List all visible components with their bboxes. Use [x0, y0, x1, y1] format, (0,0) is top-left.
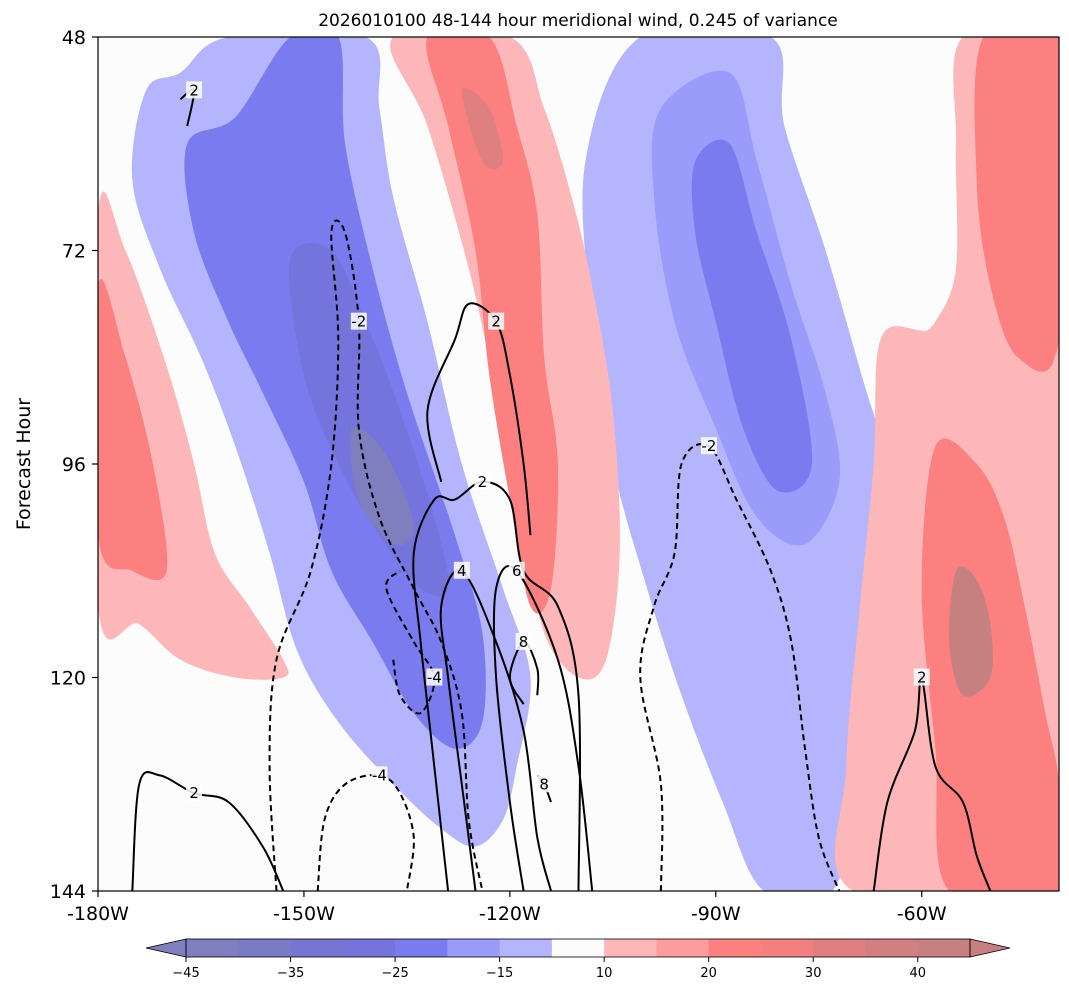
contour-label-bg — [371, 766, 388, 784]
contour-label-bg — [913, 668, 930, 686]
colorbar-segment — [447, 939, 501, 957]
pos-band-1 — [461, 87, 504, 170]
colorbar-tick-label: 30 — [805, 966, 822, 981]
contour-label-bg — [474, 472, 491, 490]
colorbar-segment — [290, 939, 344, 957]
colorbar-extend-min — [145, 938, 187, 958]
contour-label: 4 — [457, 562, 467, 580]
contour-label-bg — [350, 312, 367, 330]
contour-label: -4 — [427, 669, 442, 687]
x-tick-label: -150W — [273, 903, 335, 925]
pos-contour — [426, 302, 532, 536]
contour-label-bg — [488, 312, 505, 330]
colorbar-extend-max — [969, 938, 1011, 958]
pos-band-4 — [974, 37, 1059, 372]
colorbar-segment — [238, 939, 292, 957]
colorbar-segment — [342, 939, 396, 957]
contour-label-bg — [515, 632, 532, 650]
contour-label: 2 — [491, 313, 501, 331]
y-tick-label: 120 — [50, 668, 86, 690]
colorbar-tick-label: 10 — [596, 966, 613, 981]
contour-label: 2 — [189, 81, 199, 99]
contour-label-bg — [186, 784, 203, 802]
contour-label: 2 — [478, 473, 488, 491]
colorbar-segment — [499, 939, 553, 957]
neg-contour — [268, 219, 484, 891]
contour-label-bg — [536, 775, 553, 793]
y-axis: 48 72 96 120 144 — [50, 27, 98, 903]
contour-label: -2 — [351, 313, 366, 331]
y-tick-label: 48 — [62, 27, 86, 49]
x-tick-label: -120W — [479, 903, 541, 925]
contour-label: 2 — [189, 784, 199, 802]
contour-labels: -2 -4 -4 -2 2 2 2 2 2 4 6 8 8 — [186, 81, 930, 802]
colorbar-tick-label: −45 — [172, 966, 199, 981]
pos-band-3 — [98, 278, 168, 581]
y-tick-label: 96 — [62, 454, 86, 476]
contour-label: -2 — [701, 437, 716, 455]
contour-label-bg — [186, 81, 203, 99]
colorbar-segment — [604, 939, 657, 957]
contour-label: 8 — [539, 775, 549, 793]
x-tick-label: -90W — [691, 903, 741, 925]
pos-band-5 — [948, 566, 993, 697]
filled-contours — [98, 37, 1059, 891]
colorbar-segment — [865, 939, 919, 957]
chart-title: 2026010100 48-144 hour meridional wind, … — [318, 11, 838, 31]
colorbar-frame — [185, 938, 971, 958]
contour-label: 2 — [917, 669, 927, 687]
neg-band-1 — [350, 426, 414, 546]
colorbar: −45 −35 −25 −15 10 20 30 40 — [145, 938, 1011, 981]
colorbar-tick-label: 40 — [909, 966, 926, 981]
y-tick-label: 144 — [50, 881, 86, 903]
colorbar-segment — [395, 939, 448, 957]
x-axis: -180W -150W -120W -90W -60W — [67, 891, 947, 925]
neg-band-2 — [691, 139, 813, 493]
colorbar-tick-label: −25 — [381, 966, 408, 981]
contour-label-bg — [426, 668, 443, 686]
contour-label-bg — [700, 437, 717, 455]
contour-label: 6 — [512, 562, 522, 580]
neg-contour — [316, 774, 415, 891]
contour-label: 8 — [519, 633, 529, 651]
x-tick-label: -60W — [897, 903, 947, 925]
pos-contour — [492, 565, 594, 891]
colorbar-segment — [760, 939, 814, 957]
y-axis-label: Forecast Hour — [13, 398, 35, 530]
colorbar-segment — [186, 939, 239, 957]
pos-contour — [872, 676, 992, 891]
colorbar-segment — [708, 939, 762, 957]
colorbar-segment — [551, 939, 605, 957]
colorbar-segment — [813, 939, 866, 957]
colorbar-tick-label: −35 — [277, 966, 304, 981]
colorbar-tick-label: −15 — [486, 966, 513, 981]
y-tick-label: 72 — [62, 241, 86, 263]
colorbar-tick-label: 20 — [700, 966, 717, 981]
contour-label-bg — [453, 561, 470, 579]
pos-contour — [412, 480, 582, 891]
x-tick-label: -180W — [67, 903, 129, 925]
colorbar-segment — [917, 939, 971, 957]
contour-label-bg — [508, 561, 525, 579]
colorbar-segment — [656, 939, 710, 957]
contour-label: -4 — [372, 766, 387, 784]
